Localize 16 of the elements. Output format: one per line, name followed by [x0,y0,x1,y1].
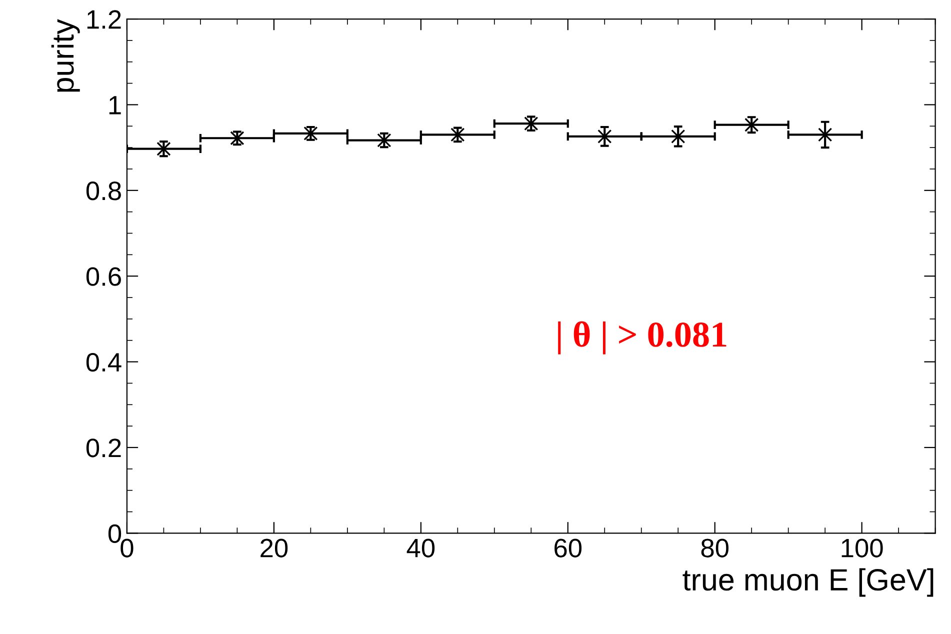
x-tick-label: 100 [842,538,883,558]
y-tick-label: 0 [108,524,122,544]
y-tick-label: 0.8 [86,182,121,200]
x-tick-label: 40 [406,538,435,558]
y-axis-title: purity [51,19,80,92]
y-tick-label: 0.2 [86,438,121,458]
x-axis-title: true muon E [GeV] [682,568,934,597]
annotation: | θ | > 0.081 [558,321,726,354]
y-tick-label: 1.2 [87,10,121,29]
y-tick-label: 0.4 [86,352,122,372]
x-tick-label: 20 [260,538,288,558]
x-tick-label: 0 [120,538,134,558]
x-tick-label: 60 [554,538,582,558]
x-tick-label: 80 [701,538,728,558]
y-tick-label: 1 [109,96,121,114]
y-tick-label: 0.6 [86,267,121,286]
